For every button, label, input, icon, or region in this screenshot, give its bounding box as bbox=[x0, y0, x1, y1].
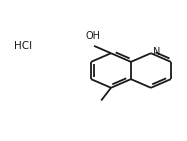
Text: OH: OH bbox=[86, 31, 101, 41]
Text: N: N bbox=[153, 47, 160, 57]
Text: HCl: HCl bbox=[14, 41, 33, 51]
